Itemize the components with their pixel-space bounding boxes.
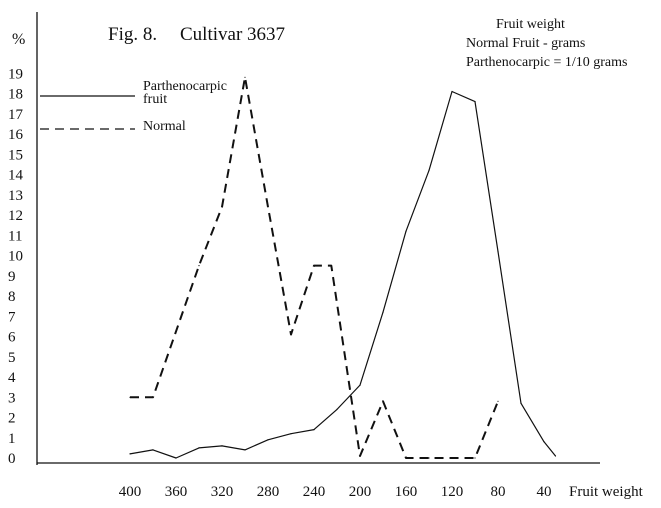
chart-title: Fig. 8.	[108, 24, 157, 45]
y-tick-label: 13	[8, 188, 23, 204]
y-tick-label: 19	[8, 66, 23, 82]
data-point	[474, 101, 476, 103]
legend: Parthenocarpic fruit Normal	[40, 79, 227, 134]
data-point	[405, 230, 407, 232]
data-point	[359, 384, 361, 386]
x-ticks: 400 360 320 280 240 200 160 120 80 40	[119, 484, 552, 500]
y-tick-label: 6	[8, 330, 16, 346]
y-tick-label: 9	[8, 269, 16, 285]
y-tick-label: 3	[8, 390, 16, 406]
y-tick-label: 7	[8, 309, 16, 325]
y-tick-label: 14	[8, 168, 24, 184]
data-point	[290, 333, 292, 336]
data-point	[267, 439, 269, 441]
data-point	[221, 445, 223, 447]
data-point	[290, 433, 292, 435]
legend-label-parthenocarpic: Parthenocarpic fruit	[143, 79, 227, 107]
data-point	[129, 396, 131, 398]
series-line-parthenocarpic	[129, 90, 556, 459]
data-point	[152, 396, 154, 398]
data-point	[451, 90, 453, 93]
data-point	[152, 449, 154, 451]
y-tick-label: 2	[8, 411, 16, 427]
data-point	[129, 453, 131, 455]
y-tick-label: 1	[8, 431, 16, 447]
data-point	[221, 206, 223, 208]
data-point	[313, 265, 315, 267]
chart-subtitle: Cultivar 3637	[180, 24, 285, 45]
x-tick-label: 120	[441, 484, 464, 500]
note-line-1: Fruit weight	[496, 17, 565, 32]
data-point	[198, 447, 200, 449]
data-point	[474, 457, 476, 459]
x-tick-label: 200	[349, 484, 372, 500]
series-lines	[129, 76, 557, 459]
y-tick-label: 17	[8, 107, 24, 123]
x-tick-label: 360	[165, 484, 188, 500]
x-tick-label: 80	[491, 484, 506, 500]
data-point	[554, 455, 557, 457]
data-point	[382, 400, 384, 402]
y-tick-label: 4	[8, 370, 16, 386]
series-line-normal	[130, 76, 499, 459]
data-point	[198, 265, 200, 267]
note-line-2: Normal Fruit - grams	[466, 36, 585, 51]
y-tick-label: 16	[8, 127, 24, 143]
data-point	[244, 449, 246, 451]
data-point	[330, 265, 332, 267]
y-tick-label: 12	[8, 208, 23, 224]
data-point	[428, 457, 430, 459]
data-point	[267, 206, 269, 208]
data-point	[451, 457, 453, 459]
data-point	[405, 457, 407, 459]
legend-label-normal: Normal	[143, 119, 186, 134]
data-point	[497, 400, 499, 402]
note-line-3: Parthenocarpic = 1/10 grams	[466, 55, 627, 70]
data-point	[428, 169, 430, 171]
y-tick-label: 5	[8, 350, 16, 366]
y-tick-label: 18	[8, 87, 23, 103]
data-point	[359, 455, 361, 457]
x-tick-label: 320	[211, 484, 234, 500]
y-tick-label: 15	[8, 147, 23, 163]
x-tick-label: 280	[257, 484, 280, 500]
x-tick-label: 40	[537, 484, 552, 500]
data-point	[336, 408, 338, 410]
y-tick-label: 10	[8, 249, 23, 265]
data-point	[175, 457, 177, 459]
data-point	[520, 402, 522, 404]
x-axis-label: Fruit weight	[569, 484, 644, 500]
x-tick-label: 160	[395, 484, 418, 500]
data-point	[543, 441, 545, 443]
data-point	[244, 76, 246, 78]
y-tick-label: 8	[8, 289, 16, 305]
data-point	[382, 311, 384, 313]
y-tick-label: 0	[8, 451, 16, 467]
data-point	[313, 429, 315, 431]
x-tick-label: 400	[119, 484, 142, 500]
data-point	[497, 250, 499, 253]
y-axis-label: %	[12, 31, 25, 48]
y-tick-label: 11	[8, 228, 22, 244]
x-tick-label: 240	[303, 484, 326, 500]
